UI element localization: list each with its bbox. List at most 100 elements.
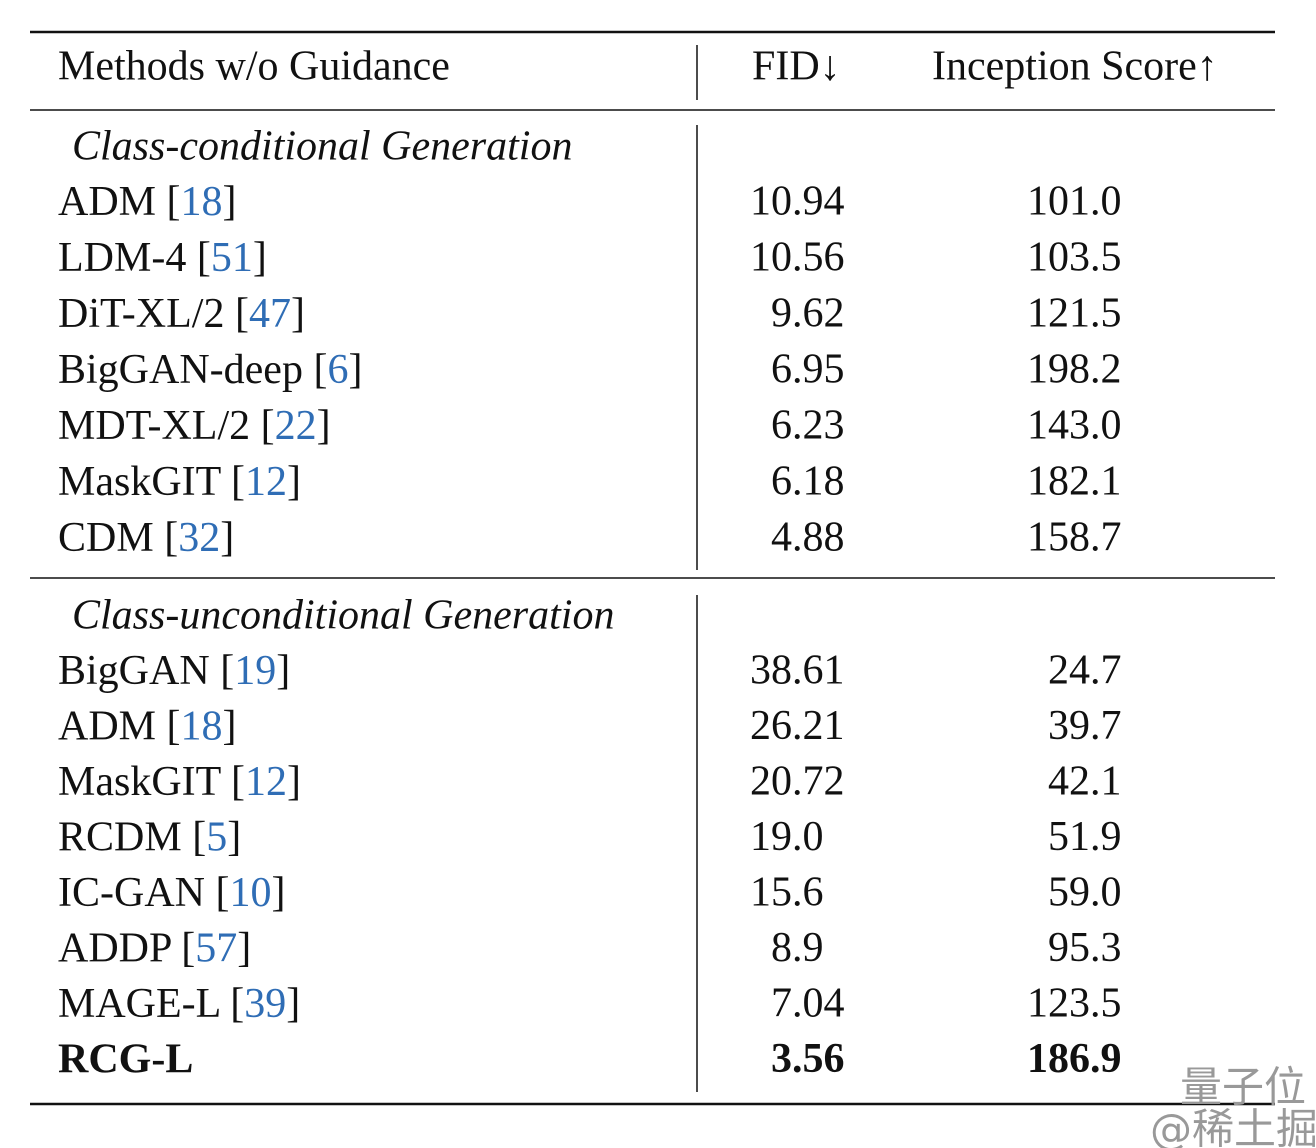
- is-cell: 42.1: [1048, 759, 1122, 805]
- bracket: ]: [291, 291, 305, 337]
- citation: 12: [245, 759, 287, 805]
- is-cell: 198.2: [1027, 347, 1122, 393]
- header-is: Inception Score↑: [932, 44, 1218, 90]
- method-cell: ADDP [57]: [58, 925, 251, 971]
- section-title: Class-unconditional Generation: [72, 593, 614, 639]
- method-cell: MaskGIT [12]: [58, 759, 301, 805]
- bracket: ]: [253, 235, 267, 281]
- method-cell: RCDM [5]: [58, 814, 241, 860]
- method-name: ADM: [58, 179, 156, 225]
- is-cell: 121.5: [1027, 291, 1122, 337]
- citation: 32: [178, 515, 220, 561]
- watermark-logo: 量子位: [1180, 1063, 1306, 1112]
- method-cell: BigGAN-deep [6]: [58, 347, 362, 393]
- method-name: DiT-XL/2: [58, 291, 224, 337]
- fid-cell: 38.61: [750, 648, 845, 694]
- method-cell: MaskGIT [12]: [58, 459, 301, 505]
- citation: 47: [249, 291, 291, 337]
- header-fid: FID↓: [752, 44, 841, 90]
- bracket: [: [231, 459, 245, 505]
- method-name: ADDP: [58, 925, 171, 971]
- method-name: MaskGIT: [58, 459, 221, 505]
- citation: 39: [244, 981, 286, 1027]
- method-cell: RCG-L: [58, 1036, 193, 1082]
- is-cell: 51.9: [1048, 814, 1122, 860]
- fid-cell: 26.21: [750, 703, 845, 749]
- section-title: Class-conditional Generation: [72, 124, 572, 170]
- method-name: LDM-4: [58, 235, 186, 281]
- citation: 10: [229, 870, 271, 916]
- bracket: ]: [348, 347, 362, 393]
- is-cell: 143.0: [1027, 403, 1122, 449]
- method-name: BigGAN: [58, 648, 210, 694]
- method-name: MaskGIT: [58, 759, 221, 805]
- bracket: ]: [276, 648, 290, 694]
- bracket: ]: [271, 870, 285, 916]
- is-cell: 24.7: [1048, 648, 1122, 694]
- fid-cell: 10.56: [750, 235, 845, 281]
- fid-cell: 9.62: [771, 291, 845, 337]
- watermark-source: @稀土掘金技术社区: [1150, 1105, 1316, 1148]
- is-cell: 182.1: [1027, 459, 1122, 505]
- bracket: [: [192, 814, 206, 860]
- bracket: ]: [223, 703, 237, 749]
- header-method: Methods w/o Guidance: [58, 44, 450, 90]
- bracket: [: [261, 403, 275, 449]
- citation: 57: [195, 925, 237, 971]
- fid-cell: 6.18: [771, 459, 845, 505]
- is-cell: 158.7: [1027, 515, 1122, 561]
- fid-cell: 20.72: [750, 759, 845, 805]
- method-name: MDT-XL/2: [58, 403, 250, 449]
- fid-cell: 4.88: [771, 515, 845, 561]
- bracket: [: [167, 179, 181, 225]
- method-cell: CDM [32]: [58, 515, 234, 561]
- bracket: [: [235, 291, 249, 337]
- citation: 18: [181, 703, 223, 749]
- fid-cell: 8.9: [771, 925, 824, 971]
- method-name: ADM: [58, 703, 156, 749]
- method-cell: MDT-XL/2 [22]: [58, 403, 331, 449]
- citation: 19: [234, 648, 276, 694]
- bracket: ]: [287, 459, 301, 505]
- citation: 51: [211, 235, 253, 281]
- citation: 6: [327, 347, 348, 393]
- fid-cell: 6.95: [771, 347, 845, 393]
- bracket: [: [197, 235, 211, 281]
- fid-cell: 19.0: [750, 814, 824, 860]
- is-cell: 103.5: [1027, 235, 1122, 281]
- bracket: [: [230, 981, 244, 1027]
- method-cell: ADM [18]: [58, 179, 237, 225]
- fid-cell: 6.23: [771, 403, 845, 449]
- is-cell: 59.0: [1048, 870, 1122, 916]
- method-name: BigGAN-deep: [58, 347, 303, 393]
- method-name: CDM: [58, 515, 154, 561]
- bracket: ]: [287, 759, 301, 805]
- bracket: [: [215, 870, 229, 916]
- method-name: IC-GAN: [58, 870, 205, 916]
- method-name: RCDM: [58, 814, 182, 860]
- bracket: [: [231, 759, 245, 805]
- method-cell: IC-GAN [10]: [58, 870, 285, 916]
- is-cell: 123.5: [1027, 981, 1122, 1027]
- bracket: ]: [317, 403, 331, 449]
- method-name: RCG-L: [58, 1036, 193, 1082]
- fid-cell: 15.6: [750, 870, 824, 916]
- is-cell: 95.3: [1048, 925, 1122, 971]
- method-cell: DiT-XL/2 [47]: [58, 291, 305, 337]
- bracket: ]: [220, 515, 234, 561]
- method-cell: BigGAN [19]: [58, 648, 290, 694]
- fid-cell: 10.94: [750, 179, 845, 225]
- bracket: [: [181, 925, 195, 971]
- is-cell: 39.7: [1048, 703, 1122, 749]
- citation: 5: [206, 814, 227, 860]
- citation: 22: [275, 403, 317, 449]
- method-cell: MAGE-L [39]: [58, 981, 300, 1027]
- bracket: [: [167, 703, 181, 749]
- bracket: ]: [227, 814, 241, 860]
- method-cell: LDM-4 [51]: [58, 235, 267, 281]
- fid-cell: 3.56: [771, 1036, 845, 1082]
- bracket: ]: [223, 179, 237, 225]
- is-cell: 186.9: [1027, 1036, 1122, 1082]
